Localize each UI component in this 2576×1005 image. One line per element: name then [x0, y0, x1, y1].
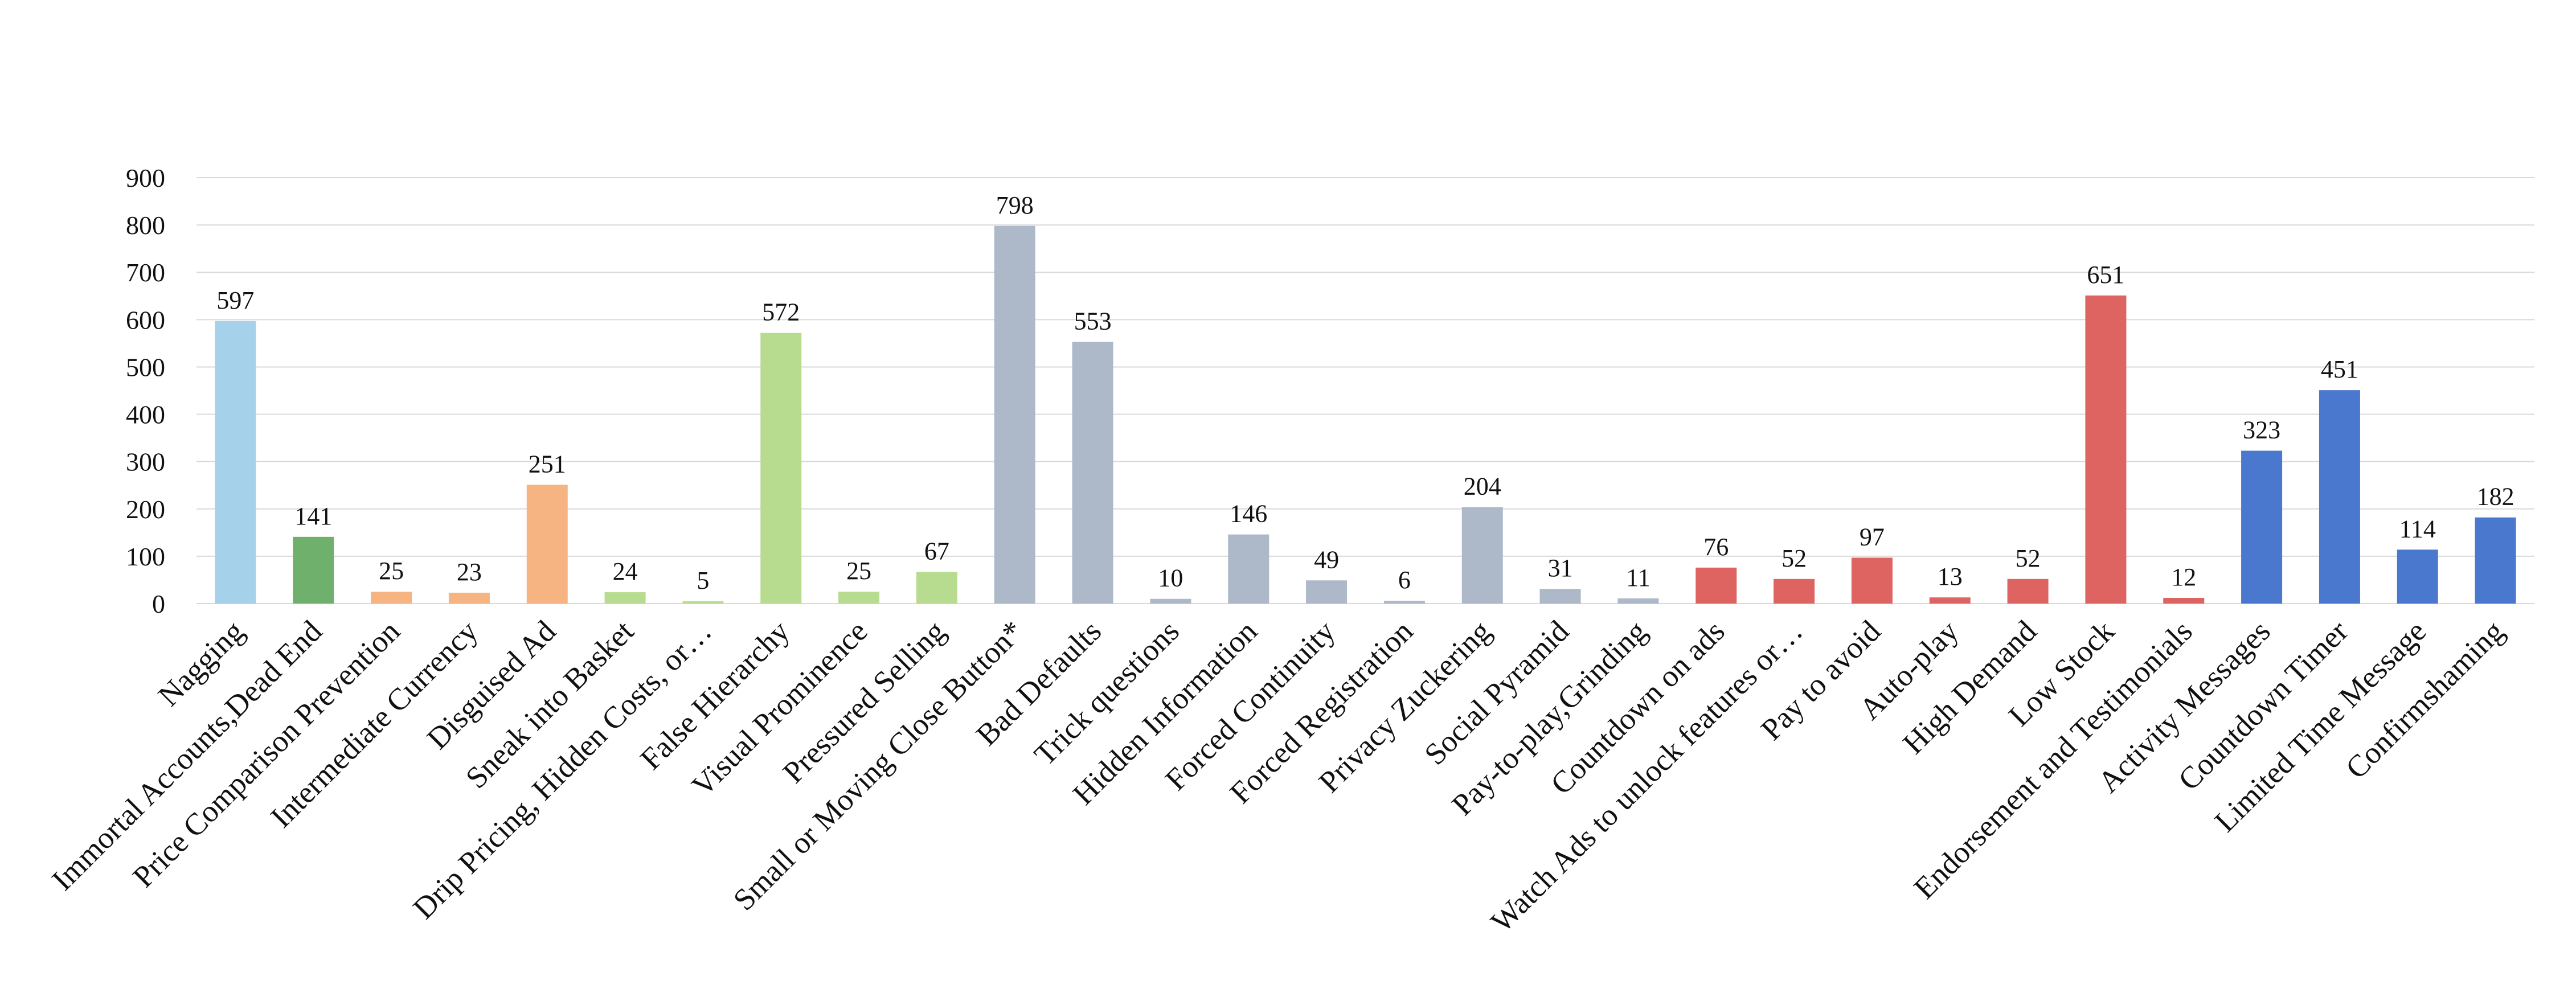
y-tick-label: 400	[126, 400, 165, 429]
y-tick-label: 800	[126, 211, 165, 240]
data-label: 52	[1782, 544, 1807, 572]
bar	[838, 592, 880, 604]
data-label: 141	[294, 502, 332, 530]
bar	[215, 321, 256, 604]
data-label: 12	[2171, 563, 2196, 591]
bar	[371, 592, 412, 604]
data-label: 13	[1938, 563, 1963, 590]
bar	[1228, 534, 1269, 604]
data-labels: 597 141 25 23 251 24 5 572 25 67 798 553 10 146 49 6 204…	[216, 191, 2514, 594]
bar	[1306, 580, 1348, 604]
y-tick-label: 0	[152, 589, 165, 618]
data-label: 5	[697, 567, 709, 594]
bar	[1696, 567, 1737, 604]
bar	[1383, 601, 1425, 604]
data-label: 6	[1398, 566, 1411, 594]
y-tick-label: 600	[126, 305, 165, 334]
bar	[1774, 579, 1815, 604]
y-tick-label: 100	[126, 542, 165, 571]
bar	[448, 592, 490, 604]
y-tick-label: 900	[126, 163, 165, 192]
bar	[2475, 517, 2516, 604]
data-label: 10	[1158, 564, 1183, 592]
bar	[2007, 579, 2049, 604]
gridlines	[196, 177, 2534, 604]
bar	[293, 536, 334, 604]
bar	[682, 601, 724, 604]
bar	[1461, 507, 1503, 604]
data-label: 114	[2399, 515, 2436, 543]
bar	[604, 592, 646, 604]
data-label: 251	[529, 450, 566, 478]
data-label: 572	[762, 298, 800, 326]
data-label: 49	[1314, 545, 1339, 573]
bar	[1851, 557, 1893, 604]
bar	[994, 225, 1035, 604]
bar	[2319, 390, 2360, 604]
data-label: 451	[2321, 355, 2358, 383]
data-label: 182	[2477, 483, 2514, 511]
data-label: 97	[1860, 523, 1885, 551]
data-label: 651	[2087, 261, 2124, 289]
y-tick-label: 500	[126, 352, 165, 382]
data-label: 323	[2243, 416, 2280, 444]
data-label: 23	[457, 558, 482, 586]
data-label: 31	[1548, 554, 1573, 582]
bar	[1617, 598, 1659, 604]
y-tick-label: 700	[126, 258, 165, 287]
data-label: 67	[924, 537, 949, 565]
bar	[1539, 589, 1581, 604]
data-label: 76	[1703, 533, 1729, 561]
bar	[2241, 450, 2283, 604]
y-tick-label: 200	[126, 495, 165, 524]
bars	[215, 225, 2516, 604]
bar	[2085, 295, 2127, 604]
data-label: 24	[613, 557, 638, 585]
data-label: 597	[216, 286, 254, 314]
data-label: 553	[1074, 307, 1112, 335]
bar	[1072, 342, 1113, 604]
bar	[1150, 598, 1191, 604]
data-label: 52	[2016, 544, 2041, 572]
bar	[760, 333, 802, 604]
data-label: 25	[846, 557, 871, 585]
y-tick-label: 300	[126, 448, 165, 477]
y-axis-ticks: 0 100 200 300 400 500 600 700 800 900	[126, 163, 165, 618]
bar	[1929, 597, 1971, 604]
bar	[916, 572, 957, 604]
bar	[526, 485, 568, 604]
data-label: 11	[1626, 564, 1650, 592]
data-label: 25	[379, 557, 404, 585]
data-label: 204	[1464, 472, 1501, 500]
data-label: 798	[996, 191, 1034, 219]
bar	[2397, 549, 2438, 604]
data-label: 146	[1230, 500, 1267, 528]
bar	[2163, 598, 2205, 604]
